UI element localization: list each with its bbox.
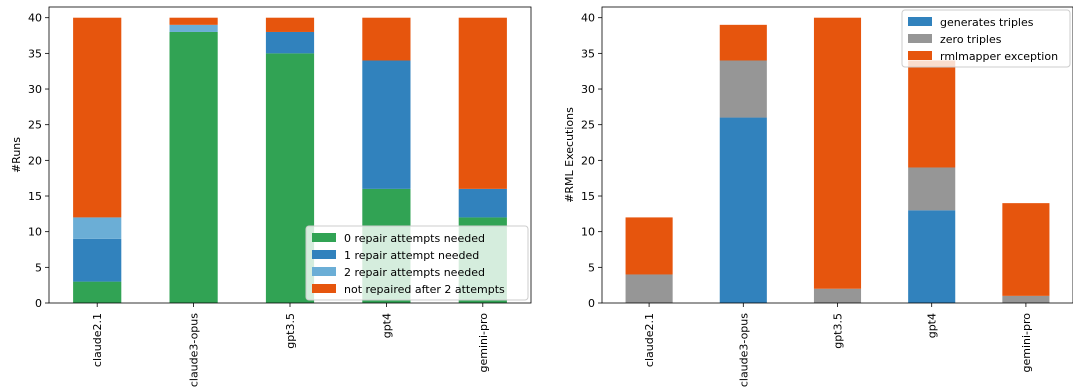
bar-claude2.1-series-2 [625, 274, 673, 303]
legend-entry: rmlmapper exception [940, 50, 1058, 63]
legend-swatch [312, 267, 336, 276]
bar-gpt3.5-series-2 [813, 288, 862, 303]
y-tick-label: 5 [588, 261, 595, 274]
bar-gpt3.5-series-4 [265, 17, 315, 32]
chart-panel-1: 0 5 10 15 20 25 30 35 40 claude2.1 claude3-opus gpt… [10, 6, 532, 387]
chart-panel-2: 0 5 10 15 20 25 30 35 40 claude2.1 claude3-opus gpt… [563, 6, 1073, 387]
y-axis-label: #RML Executions [563, 107, 576, 203]
bar-claude3-opus-series-2 [719, 60, 767, 118]
bar-claude3-opus-series-3 [169, 24, 218, 32]
bar-gpt3.5-series-3 [813, 17, 862, 289]
y-tick-label: 20 [581, 154, 595, 167]
y-tick-label: 30 [28, 83, 42, 96]
bar-claude3-opus-series-3 [719, 24, 767, 61]
legend-swatch [908, 17, 932, 26]
bar-claude2.1-series-4 [73, 17, 122, 218]
x-tick-label: gemini-pro [1020, 313, 1033, 373]
x-tick-label: claude3-opus [188, 313, 201, 387]
y-tick-label: 25 [581, 119, 595, 132]
y-axis-label: #Runs [10, 137, 23, 173]
x-tick-label: gpt3.5 [832, 313, 845, 349]
legend-entry: 0 repair attempts needed [344, 232, 485, 245]
legend-entry: zero triples [940, 33, 1002, 46]
bar-claude3-opus-series-1 [169, 31, 218, 303]
legend-box [901, 9, 1071, 68]
bar-gpt4-series-3 [908, 60, 956, 168]
bar-claude2.1-series-2 [73, 238, 122, 282]
x-tick-label: gpt3.5 [284, 313, 297, 349]
bar-gpt4-series-2 [908, 167, 956, 211]
bar-claude3-opus-series-4 [169, 17, 218, 25]
y-tick-label: 0 [35, 297, 42, 310]
y-tick-label: 15 [581, 190, 595, 203]
x-tick-label: claude2.1 [643, 313, 656, 367]
y-tick-label: 40 [28, 12, 42, 25]
y-tick-label: 30 [581, 83, 595, 96]
x-tick-label: claude2.1 [91, 313, 104, 367]
legend-swatch [312, 250, 336, 259]
x-tick-label: gpt4 [380, 313, 393, 338]
legend-swatch [908, 34, 932, 43]
x-tick-label: gemini-pro [477, 313, 490, 373]
y-tick-label: 40 [581, 12, 595, 25]
bar-gpt4-series-2 [362, 60, 411, 189]
bar-gemini-pro-series-2 [458, 188, 507, 218]
legend: generates triples zero triples rmlmapper e… [901, 9, 1071, 68]
legend-box [305, 225, 529, 301]
y-tick-label: 35 [28, 47, 42, 60]
bar-claude2.1-series-3 [625, 217, 673, 275]
legend-entry: not repaired after 2 attempts [344, 283, 505, 296]
bar-gemini-pro-series-4 [458, 17, 507, 189]
bar-gpt3.5-series-2 [265, 31, 315, 54]
legend-entry: 1 repair attempt needed [344, 249, 479, 262]
y-tick-label: 0 [588, 297, 595, 310]
bar-gemini-pro-series-3 [1002, 203, 1050, 296]
y-tick-label: 35 [581, 47, 595, 60]
y-tick-label: 10 [581, 226, 595, 239]
y-tick-label: 10 [28, 226, 42, 239]
y-tick-label: 15 [28, 190, 42, 203]
bar-gpt4-series-4 [362, 17, 411, 61]
legend-swatch [312, 233, 336, 242]
legend-swatch [908, 51, 932, 60]
x-tick-label: gpt4 [926, 313, 939, 338]
bar-gemini-pro-series-2 [1002, 295, 1050, 303]
bar-gpt4-series-1 [908, 210, 956, 303]
legend-swatch [312, 284, 336, 293]
bar-claude3-opus-series-1 [719, 117, 767, 303]
y-tick-label: 25 [28, 119, 42, 132]
bar-claude2.1-series-3 [73, 217, 122, 239]
y-tick-label: 5 [35, 261, 42, 274]
legend-entry: 2 repair attempts needed [344, 266, 485, 279]
y-tick-label: 20 [28, 154, 42, 167]
x-tick-label: claude3-opus [737, 313, 750, 387]
bar-claude2.1-series-1 [73, 281, 122, 303]
legend-entry: generates triples [940, 16, 1034, 29]
legend: 0 repair attempts needed 1 repair attempt… [305, 225, 529, 301]
